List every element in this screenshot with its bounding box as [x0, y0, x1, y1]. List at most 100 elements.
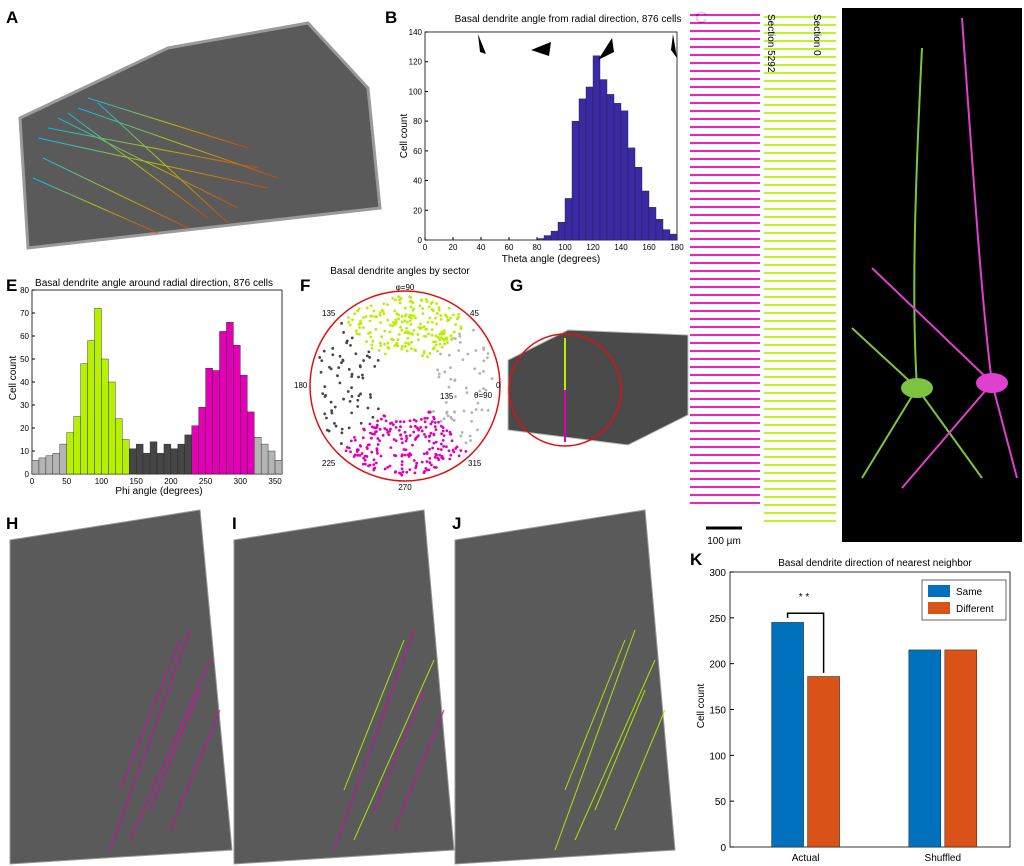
sector-point	[389, 446, 393, 450]
sector-point	[324, 394, 328, 397]
sector-point	[330, 411, 334, 415]
sector-point	[430, 333, 434, 337]
x-tick-label: 140	[614, 243, 628, 252]
sector-point	[432, 441, 436, 445]
sector-point	[420, 429, 424, 433]
sector-point	[372, 458, 376, 462]
sector-point	[393, 470, 397, 474]
sector-point	[384, 419, 388, 423]
sector-point	[388, 464, 392, 468]
sector-point	[386, 318, 390, 322]
sector-point	[415, 461, 419, 465]
sector-point	[421, 354, 424, 357]
sector-point	[352, 455, 356, 458]
histogram-bar	[52, 453, 60, 475]
sector-point	[400, 460, 404, 464]
sector-point	[400, 437, 403, 441]
histogram-bar	[571, 120, 580, 241]
sector-point	[361, 462, 365, 466]
sector-point	[439, 352, 442, 356]
sector-point	[396, 338, 400, 342]
x-tick-label: 350	[268, 477, 282, 486]
histogram-bar	[219, 331, 227, 475]
sector-point	[338, 381, 342, 385]
chart-phi-histogram: Basal dendrite angle around radial direc…	[8, 278, 283, 497]
sector-point	[404, 448, 408, 452]
sector-point	[416, 333, 420, 336]
sector-point	[380, 417, 383, 421]
histogram-bar	[94, 308, 102, 475]
sector-point	[359, 421, 363, 425]
sector-point	[364, 315, 368, 319]
sector-point	[426, 320, 430, 324]
histogram-bar	[129, 448, 137, 475]
sector-point	[410, 316, 413, 320]
sector-point	[432, 409, 435, 413]
sector-point	[482, 359, 486, 363]
sector-point	[401, 470, 405, 474]
panel-letter-i: I	[232, 514, 237, 533]
sector-point	[476, 401, 480, 405]
y-tick-label: 0	[25, 470, 30, 479]
sector-point	[451, 313, 455, 317]
sector-point	[425, 416, 429, 420]
sector-point	[397, 332, 401, 336]
sector-point	[449, 334, 453, 338]
sector-point	[429, 431, 433, 435]
sector-point	[387, 433, 391, 437]
sector-point	[457, 454, 461, 458]
sector-point	[404, 434, 408, 438]
sector-point	[405, 326, 408, 330]
histogram-bar	[80, 363, 88, 475]
y-tick-label: 60	[413, 147, 422, 156]
sector-point	[321, 392, 325, 396]
y-tick-label: 20	[20, 424, 29, 433]
sector-point	[407, 342, 411, 346]
sector-point	[397, 429, 401, 432]
sector-point	[356, 405, 360, 408]
sector-point	[444, 313, 447, 317]
sector-point	[341, 358, 345, 362]
histogram-bar	[233, 344, 241, 475]
x-tick-label: 120	[586, 243, 600, 252]
sector-point	[400, 320, 404, 324]
sector-point	[421, 312, 425, 316]
y-tick-label: 70	[20, 309, 29, 318]
sector-point	[435, 302, 439, 305]
sector-point	[446, 341, 449, 344]
sector-point	[366, 443, 370, 447]
sector-point	[350, 386, 353, 390]
histogram-bar	[135, 443, 144, 475]
bar-same	[771, 622, 804, 848]
chart-phi-xlabel: Phi angle (degrees)	[115, 486, 202, 497]
sector-point	[440, 345, 444, 349]
sector-point	[445, 429, 449, 433]
sector-point	[430, 320, 434, 324]
sector-point	[435, 322, 438, 326]
y-tick-label: 30	[20, 401, 29, 410]
histogram-bar	[184, 434, 192, 475]
panel-letter-a: A	[6, 8, 19, 27]
sector-point	[323, 412, 327, 416]
sector-point	[391, 423, 395, 427]
y-tick-label: 250	[709, 614, 726, 625]
sector-point	[425, 460, 429, 463]
sector-point	[442, 338, 446, 342]
panel-g-3d-render	[507, 329, 689, 447]
sector-point	[386, 345, 390, 349]
sector-point	[427, 332, 430, 336]
sector-point	[434, 316, 438, 320]
sector-point	[432, 340, 435, 344]
sector-point	[419, 322, 422, 326]
sector-point	[400, 315, 404, 318]
sector-point	[349, 439, 353, 443]
sector-point	[420, 417, 423, 421]
panel-letter-j: J	[452, 514, 462, 533]
sector-point	[411, 443, 414, 447]
sector-point	[400, 473, 404, 477]
sector-point	[368, 431, 372, 435]
sector-point	[430, 328, 434, 331]
sector-point	[449, 377, 453, 381]
sector-point	[333, 405, 337, 409]
histogram-bar	[641, 190, 650, 241]
